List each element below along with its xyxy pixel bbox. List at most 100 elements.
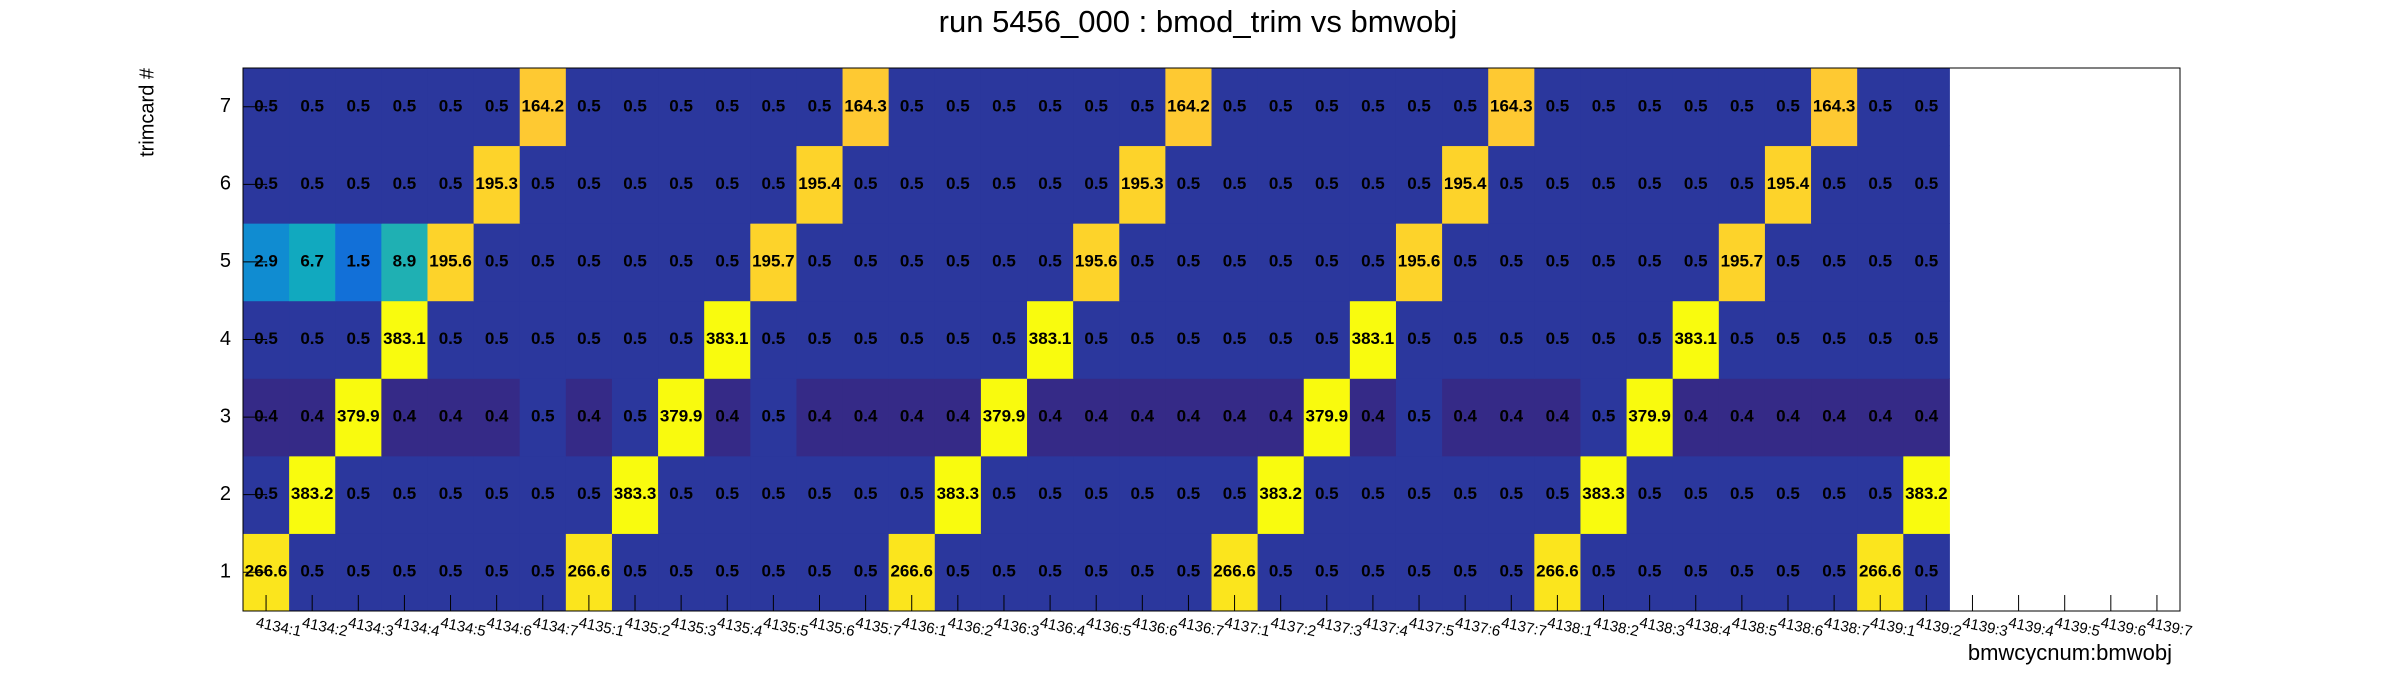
cell-label: 0.5	[1315, 251, 1339, 270]
cell	[658, 223, 705, 302]
cell-label: 383.2	[291, 484, 334, 503]
cell-label: 0.5	[1315, 96, 1339, 115]
cell	[1027, 378, 1074, 457]
y-tick-label: 3	[220, 405, 231, 427]
cell	[565, 68, 613, 147]
cell	[1257, 145, 1305, 224]
cell	[1626, 378, 1674, 457]
cell-label: 0.5	[439, 562, 463, 581]
cell	[1718, 145, 1766, 224]
cell-label: 0.5	[1315, 174, 1339, 193]
cell-label: 0.5	[669, 96, 693, 115]
cell-label: 0.5	[1038, 174, 1062, 193]
cell-label: 0.5	[1822, 562, 1846, 581]
cell-label: 0.5	[1223, 96, 1247, 115]
cell	[1395, 68, 1443, 147]
cell-label: 0.5	[992, 174, 1016, 193]
cell	[1857, 145, 1904, 224]
cell-label: 0.5	[1592, 329, 1616, 348]
cell	[1119, 300, 1166, 379]
cell-label: 0.5	[1592, 562, 1616, 581]
cell-label: 383.1	[1674, 329, 1717, 348]
cell-label: 383.1	[706, 329, 749, 348]
cell	[1718, 455, 1766, 534]
cell-label: 0.5	[346, 562, 370, 581]
cell	[888, 145, 936, 224]
cell-label: 0.5	[854, 484, 878, 503]
cell	[1488, 223, 1535, 302]
cell	[519, 455, 567, 534]
cell	[1395, 455, 1443, 534]
cell-label: 0.5	[393, 174, 417, 193]
cell	[1811, 68, 1858, 147]
cell-label: 266.6	[1213, 562, 1256, 581]
cell-label: 0.5	[900, 329, 924, 348]
cell	[1580, 455, 1628, 534]
cell-label: 0.5	[1361, 174, 1385, 193]
cell	[796, 378, 844, 457]
cell-label: 0.5	[1223, 174, 1247, 193]
cell-label: 0.5	[762, 174, 786, 193]
cell	[750, 378, 797, 457]
cell-label: 0.5	[1730, 96, 1754, 115]
cell-label: 0.4	[1915, 407, 1939, 426]
cell-label: 0.5	[1407, 174, 1431, 193]
cell	[427, 455, 475, 534]
cell	[1119, 68, 1166, 147]
cell-label: 0.4	[439, 407, 463, 426]
cell	[289, 145, 336, 224]
cell-label: 0.5	[992, 329, 1016, 348]
cell-label: 0.5	[300, 562, 324, 581]
cell-label: 0.5	[346, 174, 370, 193]
cell	[1857, 378, 1904, 457]
cell-label: 0.4	[1038, 407, 1062, 426]
cell	[1027, 223, 1074, 302]
cell-label: 0.5	[1868, 251, 1892, 270]
cell-label: 379.9	[1628, 407, 1671, 426]
cell	[934, 68, 982, 147]
cell-label: 0.5	[1684, 174, 1708, 193]
cell-label: 0.5	[854, 251, 878, 270]
cell	[1903, 378, 1950, 457]
cell	[427, 68, 475, 147]
cell	[427, 378, 475, 457]
cell-label: 0.4	[1822, 407, 1846, 426]
cell-label: 0.5	[623, 562, 647, 581]
cell	[888, 378, 936, 457]
cell	[1534, 145, 1581, 224]
cell-label: 0.5	[1868, 329, 1892, 348]
cell-label: 0.5	[346, 329, 370, 348]
cell-label: 0.5	[1315, 329, 1339, 348]
cell	[1303, 68, 1351, 147]
cell	[335, 378, 382, 457]
cell	[1257, 378, 1305, 457]
cell	[1349, 68, 1397, 147]
cell-label: 195.7	[752, 251, 795, 270]
cell-label: 0.5	[992, 251, 1016, 270]
cell-label: 0.5	[623, 407, 647, 426]
cell-label: 0.4	[946, 407, 970, 426]
cell	[519, 300, 567, 379]
cell-label: 0.5	[1038, 484, 1062, 503]
cell-label: 0.5	[992, 96, 1016, 115]
cell-label: 0.5	[1453, 484, 1477, 503]
cell-label: 0.5	[254, 174, 278, 193]
cell-label: 0.4	[808, 407, 832, 426]
cell	[1349, 378, 1397, 457]
cell-label: 0.5	[992, 562, 1016, 581]
cell	[1395, 300, 1443, 379]
cell-label: 164.3	[844, 96, 887, 115]
cell	[796, 223, 844, 302]
cell-label: 383.3	[614, 484, 657, 503]
cell	[1811, 300, 1858, 379]
cell-label: 0.5	[254, 96, 278, 115]
cell-label: 0.5	[1915, 562, 1939, 581]
cell	[1857, 223, 1904, 302]
cell-label: 383.3	[937, 484, 980, 503]
cell	[1488, 378, 1535, 457]
cell	[1488, 145, 1535, 224]
cell-label: 0.4	[900, 407, 924, 426]
cell	[1580, 145, 1628, 224]
cell	[381, 378, 428, 457]
